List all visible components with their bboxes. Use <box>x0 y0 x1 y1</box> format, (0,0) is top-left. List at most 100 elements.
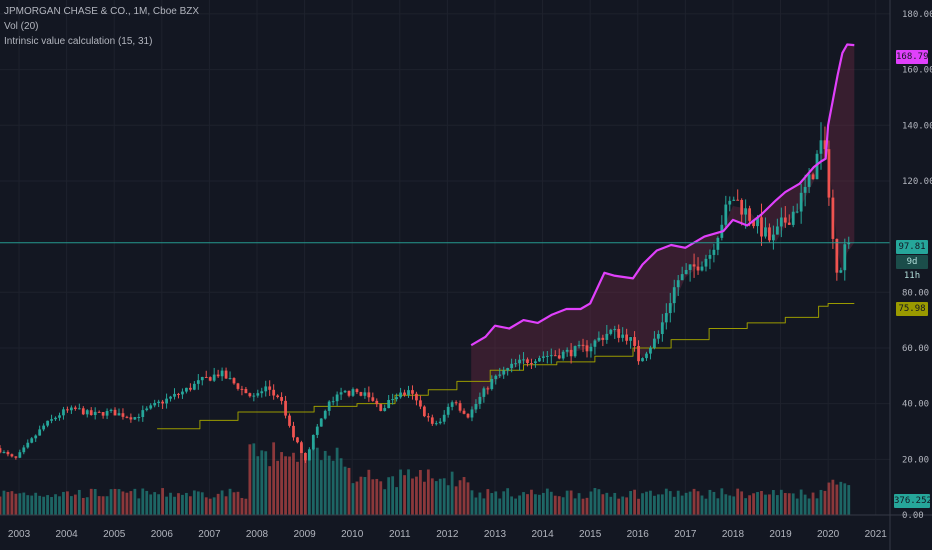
intrinsic-indicator-label[interactable]: Intrinsic value calculation (15, 31) <box>4 36 153 47</box>
x-tick-label: 2003 <box>8 529 31 540</box>
candle-body <box>450 402 454 407</box>
candle-body <box>105 410 109 416</box>
volume-bar <box>22 492 26 515</box>
intrinsic-value-badge: 168.79 <box>896 50 929 64</box>
volume-bar <box>30 495 34 515</box>
floor-line <box>157 303 855 430</box>
volume-bar <box>228 488 232 515</box>
volume-bar <box>692 488 696 515</box>
volume-indicator-label[interactable]: Vol (20) <box>4 21 39 32</box>
volume-bar <box>260 450 264 515</box>
candle-body <box>494 375 498 380</box>
candle-body <box>664 313 668 323</box>
candle-body <box>756 217 759 227</box>
candle-body <box>208 377 212 381</box>
candle-body <box>589 346 593 352</box>
volume-bar <box>534 494 537 515</box>
candle-body <box>783 217 787 223</box>
candle-body <box>668 303 672 314</box>
volume-bar <box>359 476 363 515</box>
candle-body <box>177 393 180 395</box>
volume-bar <box>506 488 510 515</box>
candle-body <box>244 388 248 394</box>
volume-bar <box>188 496 192 515</box>
volume-bar <box>807 498 811 515</box>
candle-body <box>256 393 260 396</box>
x-tick-label: 2009 <box>293 529 316 540</box>
volume-bar <box>77 489 81 515</box>
symbol-title[interactable]: JPMORGAN CHASE & CO., 1M, Cboe BZX <box>4 6 200 17</box>
y-tick-label: 60.00 <box>902 344 929 354</box>
volume-bar <box>383 489 387 515</box>
volume-bar <box>629 491 633 515</box>
candle-body <box>522 359 525 361</box>
volume-bar <box>208 498 212 515</box>
candle-body <box>268 386 272 390</box>
candle-body <box>236 383 240 389</box>
candle-body <box>672 287 676 304</box>
volume-bar <box>26 495 30 515</box>
volume-bar <box>656 494 660 515</box>
candle-body <box>137 417 141 419</box>
candle-body <box>335 394 339 402</box>
volume-bar <box>450 471 454 515</box>
volume-bar <box>419 470 422 515</box>
candle-body <box>700 266 704 271</box>
candle-body <box>466 413 470 418</box>
volume-bar <box>795 498 799 515</box>
volume-bar <box>220 490 224 515</box>
volume-bar <box>58 496 61 515</box>
volume-bar <box>62 491 65 515</box>
candle-body <box>81 408 85 415</box>
volume-bar <box>438 478 442 515</box>
candle-body <box>153 402 157 406</box>
volume-bar <box>819 489 823 515</box>
volume-bar <box>787 493 791 515</box>
volume-bar <box>54 494 57 515</box>
x-tick-label: 2011 <box>389 529 411 540</box>
candle-body <box>768 227 771 241</box>
volume-bar <box>676 490 680 515</box>
candle-body <box>161 401 164 404</box>
candle-body <box>173 393 176 397</box>
candle-body <box>601 337 605 340</box>
candle-body <box>712 249 716 255</box>
candle-body <box>799 192 803 212</box>
volume-bar <box>779 489 783 515</box>
candle-body <box>62 409 65 416</box>
candle-body <box>811 174 815 180</box>
candle-body <box>85 410 89 415</box>
candle-body <box>58 415 61 418</box>
candle-body <box>212 374 216 381</box>
x-tick-label: 2021 <box>865 529 888 540</box>
candle-body <box>367 392 371 398</box>
volume-bar <box>740 491 744 515</box>
volume-bar <box>192 490 196 515</box>
volume-bar <box>538 494 541 515</box>
y-tick-label: 160.00 <box>902 66 932 76</box>
candle-body <box>803 186 807 193</box>
candle-body <box>474 404 478 410</box>
candle-body <box>304 452 307 461</box>
candle-body <box>625 334 629 341</box>
candle-body <box>18 452 22 458</box>
volume-bar <box>744 498 748 515</box>
candle-body <box>545 355 549 357</box>
candle-body <box>22 447 26 453</box>
candle-body <box>478 396 482 405</box>
volume-bar <box>649 490 652 515</box>
volume-bar <box>827 482 831 515</box>
volume-bar <box>823 490 827 515</box>
candle-body <box>419 400 422 407</box>
candle-body <box>454 402 458 404</box>
candle-body <box>641 358 644 362</box>
candle-body <box>264 386 268 392</box>
volume-bar <box>581 498 585 515</box>
volume-bar <box>10 491 14 515</box>
candle-body <box>518 359 521 364</box>
volume-bar <box>811 492 815 515</box>
candle-body <box>260 391 264 394</box>
volume-bar <box>454 486 458 515</box>
y-tick-label: 40.00 <box>902 400 929 410</box>
